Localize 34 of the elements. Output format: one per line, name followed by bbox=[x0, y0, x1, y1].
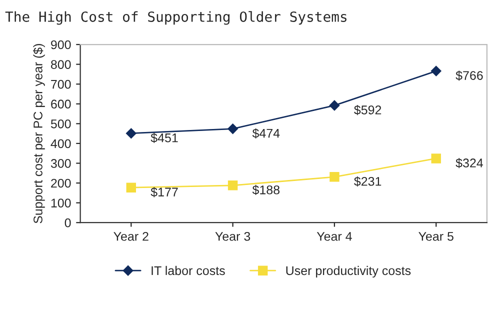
y-tick-label: 400 bbox=[50, 139, 71, 148]
y-tick-label: 800 bbox=[50, 60, 71, 69]
data-label: $766 bbox=[456, 70, 483, 81]
y-tick-label: 100 bbox=[51, 198, 71, 208]
x-tick-label: Year 4 bbox=[316, 232, 352, 241]
x-tick-label: Year 3 bbox=[215, 232, 250, 241]
data-label: $177 bbox=[150, 187, 178, 198]
y-tick-label: 900 bbox=[51, 40, 71, 50]
point bbox=[228, 124, 238, 134]
data-label: $188 bbox=[252, 184, 280, 196]
y-tick-label: 500 bbox=[50, 119, 71, 128]
data-label: $474 bbox=[252, 128, 280, 138]
data-label: $324 bbox=[456, 158, 483, 168]
point bbox=[329, 100, 340, 111]
point bbox=[228, 180, 238, 190]
y-tick-label: 300 bbox=[50, 159, 71, 168]
y-tick-label: 0 bbox=[64, 218, 71, 228]
chart-title: The High Cost of Supporting Older Systems bbox=[5, 11, 346, 25]
point bbox=[126, 128, 136, 138]
legend-label: IT labor costs bbox=[152, 266, 225, 276]
data-label: $231 bbox=[354, 176, 382, 187]
data-label: $451 bbox=[150, 132, 178, 144]
y-tick-label: 200 bbox=[51, 178, 71, 188]
point bbox=[126, 182, 136, 192]
y-tick-label: 700 bbox=[51, 80, 71, 89]
point bbox=[431, 154, 441, 164]
data-label: $592 bbox=[354, 104, 382, 116]
x-tick-label: Year 2 bbox=[114, 232, 148, 241]
y-tick-label: 600 bbox=[51, 100, 71, 109]
x-tick-label: Year 5 bbox=[418, 232, 454, 241]
y-axis-title: Support cost per PC per year ($) bbox=[33, 44, 45, 224]
point bbox=[431, 66, 442, 76]
legend-label: User productivity costs bbox=[286, 266, 411, 278]
point bbox=[330, 172, 340, 182]
